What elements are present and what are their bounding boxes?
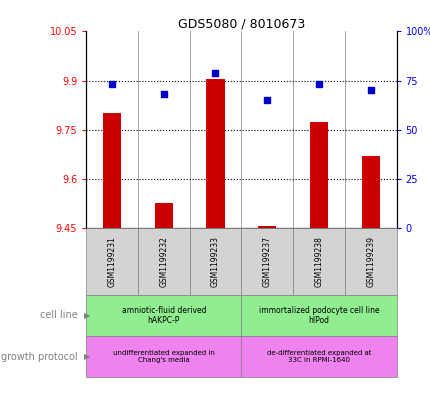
- Bar: [103, 113, 121, 228]
- FancyBboxPatch shape: [241, 228, 292, 295]
- Text: de-differentiated expanded at
33C in RPMI-1640: de-differentiated expanded at 33C in RPM…: [266, 350, 370, 363]
- FancyBboxPatch shape: [138, 228, 189, 295]
- Text: amniotic-fluid derived
hAKPC-P: amniotic-fluid derived hAKPC-P: [121, 306, 206, 325]
- Text: GSM1199231: GSM1199231: [108, 236, 116, 287]
- Point: [160, 91, 167, 97]
- Bar: [309, 121, 327, 228]
- Text: GSM1199239: GSM1199239: [366, 236, 374, 287]
- Point: [366, 87, 373, 94]
- Text: GSM1199237: GSM1199237: [262, 236, 271, 287]
- Point: [315, 81, 322, 88]
- Text: undifferentiated expanded in
Chang's media: undifferentiated expanded in Chang's med…: [113, 350, 214, 363]
- Point: [212, 70, 218, 76]
- FancyBboxPatch shape: [344, 228, 396, 295]
- Point: [108, 81, 115, 88]
- Text: cell line: cell line: [40, 310, 77, 320]
- FancyBboxPatch shape: [189, 228, 241, 295]
- Bar: [206, 79, 224, 228]
- FancyBboxPatch shape: [86, 228, 138, 295]
- Point: [263, 97, 270, 103]
- Text: ▶: ▶: [84, 352, 90, 361]
- Text: GSM1199232: GSM1199232: [159, 236, 168, 287]
- Text: growth protocol: growth protocol: [1, 352, 77, 362]
- FancyBboxPatch shape: [292, 228, 344, 295]
- Title: GDS5080 / 8010673: GDS5080 / 8010673: [177, 17, 304, 30]
- Text: GSM1199233: GSM1199233: [211, 236, 219, 287]
- Text: GSM1199238: GSM1199238: [314, 236, 322, 287]
- Bar: [154, 203, 172, 228]
- Text: immortalized podocyte cell line
hIPod: immortalized podocyte cell line hIPod: [258, 306, 378, 325]
- FancyBboxPatch shape: [241, 295, 396, 336]
- Text: ▶: ▶: [84, 311, 90, 320]
- Bar: [361, 156, 379, 228]
- Bar: [258, 226, 276, 228]
- FancyBboxPatch shape: [86, 295, 241, 336]
- FancyBboxPatch shape: [86, 336, 241, 377]
- FancyBboxPatch shape: [241, 336, 396, 377]
